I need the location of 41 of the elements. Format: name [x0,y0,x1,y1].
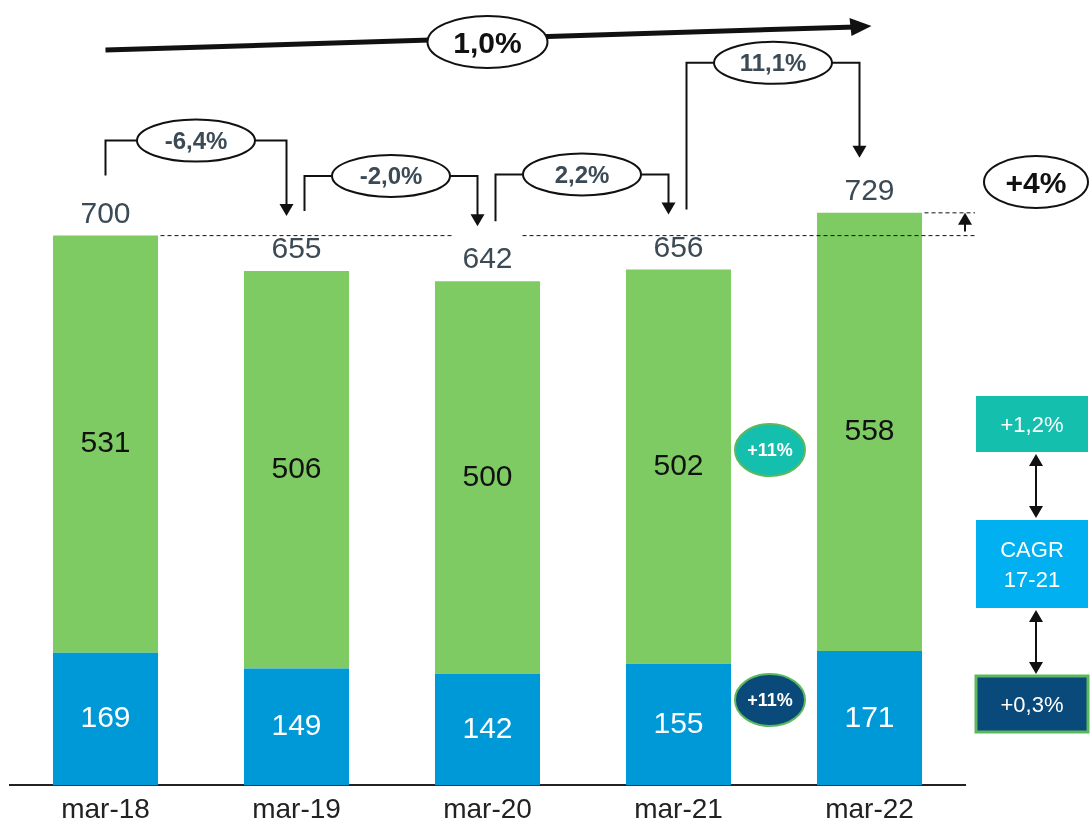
data-label: 155 [653,705,704,739]
bar [625,269,732,664]
total-label: 656 [653,229,704,263]
x-tick-label: mar-22 [825,792,914,824]
x-tick-label: mar-20 [443,792,532,824]
annotation: +11% [747,440,793,460]
data-label: 169 [80,700,131,734]
x-tick-label: mar-19 [252,792,341,824]
bar [52,235,159,653]
total-label: 729 [844,173,895,207]
text: 2,2% [554,160,610,188]
x-tick-label: mar-21 [634,792,723,824]
bar [625,663,732,786]
text: 11,1% [739,49,807,77]
bar [52,652,159,786]
bar [434,281,541,674]
text: CAGR 17-21 [1000,536,1064,592]
text: -2,0% [359,162,423,190]
total-label: 642 [462,241,513,275]
bar [243,668,350,786]
annotation: +11% [747,690,793,710]
data-label: 142 [462,710,513,744]
data-label: 502 [653,447,704,481]
bar [243,270,350,669]
data-label: 558 [844,413,895,447]
bar [816,651,923,786]
total-label: 655 [271,231,322,265]
data-label: 149 [271,708,322,742]
bar [816,212,923,652]
bar [434,673,541,786]
text: +4% [1005,165,1067,199]
text: -6,4% [164,127,228,155]
data-label: 531 [80,425,131,459]
data-label: 171 [844,699,895,733]
total-label: 700 [80,195,131,229]
x-tick-label: mar-18 [61,792,150,824]
text: +1,2% [1000,411,1064,437]
data-label: 500 [462,458,513,492]
text: +0,3% [1000,691,1064,717]
data-label: 506 [271,450,322,484]
text: 1,0% [453,25,522,59]
